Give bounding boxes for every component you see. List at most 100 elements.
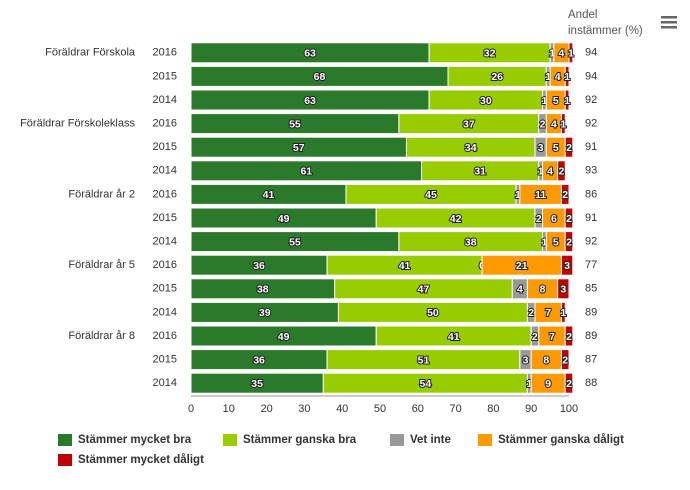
value-label: 9 — [545, 378, 551, 390]
value-label: 34 — [465, 142, 477, 154]
right-value: 91 — [585, 212, 597, 224]
bar-segment — [560, 349, 570, 371]
value-label: 55 — [289, 118, 301, 130]
value-label: 41 — [399, 260, 411, 272]
menu-button[interactable] — [659, 13, 679, 31]
value-label: 49 — [278, 331, 290, 343]
value-label: 11 — [535, 189, 546, 201]
bar-segment — [564, 231, 574, 253]
right-header: Andel — [568, 9, 597, 21]
right-value: 77 — [585, 259, 597, 271]
value-label: 36 — [253, 354, 265, 366]
value-label: 42 — [450, 213, 462, 225]
value-label: 49 — [278, 213, 290, 225]
legend-swatch — [223, 434, 237, 446]
value-label: 54 — [420, 378, 432, 390]
right-value: 86 — [585, 188, 597, 200]
right-value: 85 — [585, 283, 597, 295]
legend-swatch — [58, 434, 72, 446]
bar-segment — [564, 89, 570, 111]
value-label: 1 — [526, 378, 532, 390]
x-tick-label: 80 — [487, 403, 499, 415]
value-label: 50 — [427, 307, 439, 319]
x-tick-label: 70 — [449, 403, 461, 415]
bar-segment — [564, 372, 574, 394]
value-label: 4 — [555, 71, 561, 83]
value-label: 47 — [418, 284, 430, 296]
y-tick-label: 2015 — [153, 212, 177, 224]
value-label: 61 — [300, 166, 312, 178]
bar-segment — [564, 207, 574, 229]
value-label: 2 — [566, 378, 572, 390]
y-tick-label: 2014 — [153, 94, 177, 106]
y-tick-label: 2016 — [153, 47, 177, 59]
y-tick-label: 2016 — [153, 188, 177, 200]
legend-label: Stämmer ganska bra — [243, 434, 357, 446]
menu-line — [661, 16, 677, 19]
legend-swatch — [478, 434, 492, 446]
value-label: 21 — [516, 260, 528, 272]
right-value: 92 — [585, 236, 597, 248]
value-label: 5 — [553, 142, 559, 154]
value-label: 36 — [253, 260, 265, 272]
right-value: 89 — [585, 330, 597, 342]
value-label: 8 — [540, 284, 546, 296]
value-label: 63 — [304, 95, 316, 107]
group-label: Föräldrar år 2 — [68, 188, 135, 200]
right-value: 91 — [585, 141, 597, 153]
value-label: 26 — [491, 71, 503, 83]
value-label: 2 — [528, 307, 534, 319]
y-tick-label: 2014 — [153, 236, 177, 248]
y-tick-label: 2015 — [153, 354, 177, 366]
value-label: 30 — [480, 95, 492, 107]
value-label: 2 — [566, 236, 572, 248]
x-tick-label: 40 — [336, 403, 348, 415]
value-label: 1 — [564, 71, 570, 83]
legend-label: Stämmer mycket dåligt — [78, 454, 204, 466]
value-label: 1 — [560, 307, 566, 319]
menu-line — [661, 26, 677, 29]
value-label: 1 — [560, 118, 566, 130]
x-tick-label: 30 — [298, 403, 310, 415]
right-value: 93 — [585, 165, 597, 177]
value-label: 41 — [448, 331, 460, 343]
value-label: 41 — [263, 189, 275, 201]
bar-segment — [568, 42, 574, 64]
value-label: 6 — [551, 213, 557, 225]
value-label: 37 — [463, 118, 475, 130]
bar-segment — [564, 136, 574, 158]
y-tick-label: 2014 — [153, 377, 177, 389]
value-label: 2 — [562, 189, 568, 201]
group-label: Föräldrar år 8 — [68, 330, 135, 342]
legend-label: Stämmer ganska dåligt — [498, 434, 624, 446]
x-tick-label: 20 — [260, 403, 272, 415]
value-label: 4 — [559, 48, 565, 60]
bar-segment — [560, 254, 574, 276]
value-label: 51 — [418, 354, 430, 366]
value-label: 1 — [549, 48, 555, 60]
value-label: 38 — [257, 284, 269, 296]
right-value: 92 — [585, 118, 597, 130]
value-label: 2 — [566, 142, 572, 154]
value-label: 35 — [251, 378, 263, 390]
bar-segment — [557, 160, 566, 182]
value-label: 1 — [542, 95, 548, 107]
bar-segment — [564, 65, 570, 87]
y-tick-label: 2016 — [153, 118, 177, 130]
right-header: instämmer (%) — [568, 25, 643, 37]
right-value: 92 — [585, 94, 597, 106]
menu-line — [661, 21, 677, 24]
value-label: 3 — [560, 284, 566, 296]
y-tick-label: 2016 — [153, 259, 177, 271]
value-label: 68 — [314, 71, 326, 83]
value-label: 2 — [562, 354, 568, 366]
value-label: 2 — [566, 331, 572, 343]
group-label: Föräldrar Förskoleklass — [20, 118, 135, 130]
value-label: 2 — [566, 213, 572, 225]
value-label: 2 — [559, 166, 565, 178]
x-tick-label: 60 — [412, 403, 424, 415]
bar-segment — [560, 301, 566, 323]
value-label: 38 — [465, 236, 477, 248]
x-tick-label: 0 — [188, 403, 194, 415]
value-label: 4 — [547, 166, 553, 178]
